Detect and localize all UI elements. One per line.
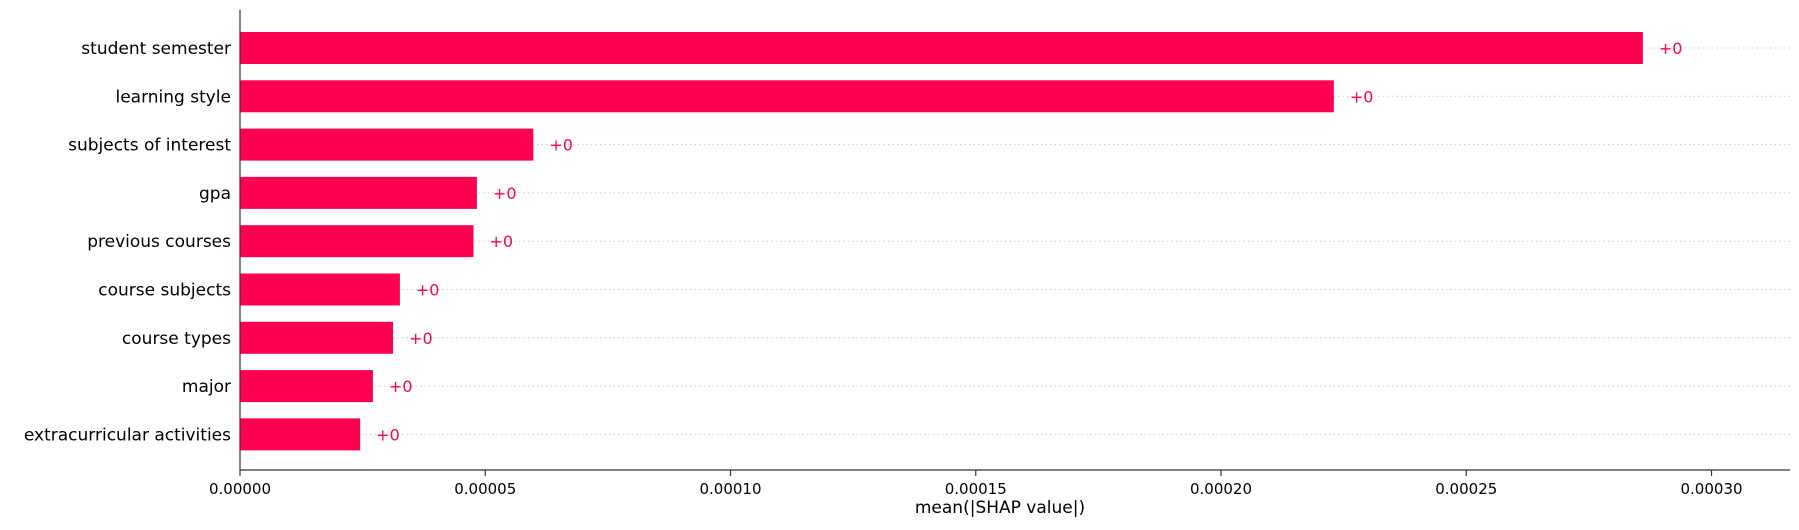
category-label: student semester — [81, 39, 231, 59]
data-label: +0 — [409, 329, 433, 348]
category-label: extracurricular activities — [24, 425, 231, 445]
category-label: previous courses — [87, 232, 231, 252]
bar-major — [240, 370, 373, 403]
category-label: learning style — [115, 87, 231, 107]
bar-course-types — [240, 321, 394, 354]
data-label: +0 — [489, 232, 513, 251]
data-label: +0 — [493, 184, 517, 203]
x-tick-label: 0.00015 — [945, 480, 1007, 498]
data-label: +0 — [376, 425, 400, 444]
bar-subjects-of-interest — [240, 128, 534, 161]
category-label: subjects of interest — [68, 136, 231, 156]
category-label: gpa — [199, 184, 231, 204]
x-tick-label: 0.00025 — [1435, 480, 1497, 498]
bar-learning-style — [240, 80, 1334, 113]
category-label: major — [182, 377, 231, 397]
data-label: +0 — [1659, 39, 1683, 58]
bar-layer — [240, 32, 1643, 451]
axis-layer: 0.00000 0.00005 0.00010 0.00015 0.00020 0.000… — [209, 10, 1790, 498]
bar-gpa — [240, 176, 477, 209]
data-label: +0 — [1350, 87, 1374, 106]
data-label: +0 — [389, 377, 413, 396]
x-tick-label: 0.00030 — [1681, 480, 1743, 498]
data-label: +0 — [549, 136, 573, 155]
bar-student-semester — [240, 32, 1643, 64]
data-label: +0 — [416, 281, 440, 300]
bar-course-subjects — [240, 273, 400, 306]
bar-extracurricular-activities — [240, 418, 361, 451]
category-label: course types — [122, 329, 231, 349]
x-tick-label: 0.00005 — [454, 480, 516, 498]
bar-previous-courses — [240, 225, 474, 258]
x-tick-label: 0.00020 — [1190, 480, 1252, 498]
x-tick-label: 0.00000 — [209, 480, 271, 498]
label-layer: +0 student semester +0 learning style +0 subj… — [24, 39, 1683, 445]
category-label: course subjects — [98, 281, 231, 301]
x-axis-title: mean(|SHAP value|) — [915, 498, 1085, 518]
x-tick-label: 0.00010 — [699, 480, 761, 498]
